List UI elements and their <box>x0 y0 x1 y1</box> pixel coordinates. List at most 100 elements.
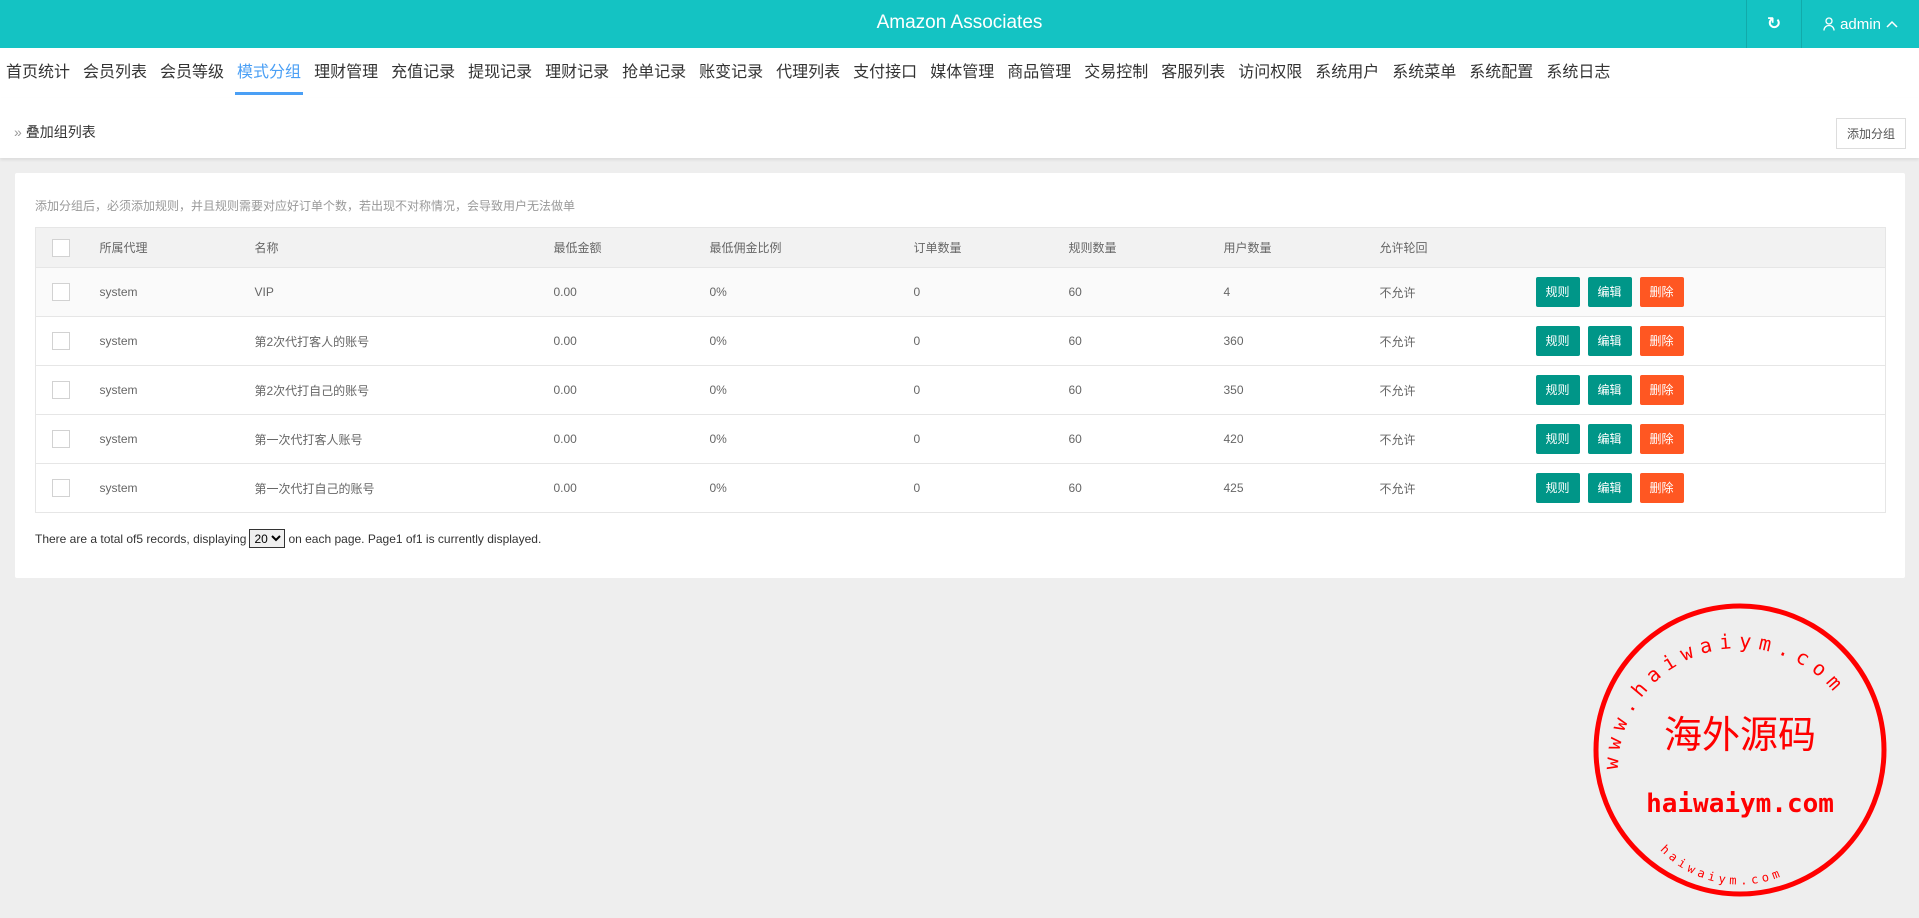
nav-item[interactable]: 系统菜单 <box>1392 64 1457 81</box>
table-row: system 第2次代打客人的账号 0.00 0% 0 60 360 不允许 规则 编辑 删除 <box>35 316 1886 366</box>
table-cell: 4 <box>1223 267 1380 317</box>
add-group-button[interactable]: 添加分组 <box>1836 118 1906 149</box>
nav-item[interactable]: 充值记录 <box>391 64 456 81</box>
nav-item[interactable]: 媒体管理 <box>930 64 995 81</box>
delete-button[interactable]: 删除 <box>1639 473 1684 503</box>
nav-item[interactable]: 系统配置 <box>1469 64 1534 81</box>
edit-button[interactable]: 编辑 <box>1587 326 1632 356</box>
nav-item[interactable]: 客服列表 <box>1161 64 1226 81</box>
table-cell: 第一次代打客人账号 <box>254 414 554 464</box>
row-checkbox[interactable] <box>52 381 70 399</box>
table-cell: 不允许 <box>1379 316 1536 366</box>
table-cell: system <box>99 414 255 464</box>
table-cell: system <box>99 267 255 317</box>
row-checkbox[interactable] <box>52 283 70 301</box>
edit-button[interactable]: 编辑 <box>1587 424 1632 454</box>
row-checkbox[interactable] <box>52 430 70 448</box>
refresh-button[interactable]: ↻ <box>1746 0 1802 48</box>
table-cell: 0.00 <box>553 365 710 415</box>
nav-item[interactable]: 模式分组 <box>235 48 304 98</box>
rules-button[interactable]: 规则 <box>1535 326 1580 356</box>
page-size-select[interactable]: 20 <box>249 529 286 548</box>
edit-button[interactable]: 编辑 <box>1587 375 1632 405</box>
table-cell: 不允许 <box>1379 365 1536 415</box>
row-checkbox[interactable] <box>52 479 70 497</box>
delete-button[interactable]: 删除 <box>1639 375 1684 405</box>
pagination-text-after: on each page. Page1 of1 is currently dis… <box>288 531 542 546</box>
delete-button[interactable]: 删除 <box>1639 424 1684 454</box>
nav-item[interactable]: 账变记录 <box>699 64 764 81</box>
rules-button[interactable]: 规则 <box>1535 473 1580 503</box>
table-cell: system <box>99 365 255 415</box>
breadcrumb-bar: » 叠加组列表 添加分组 <box>0 98 1919 158</box>
nav-item[interactable]: 首页统计 <box>6 64 71 81</box>
pagination-info: There are a total of5 records, displayin… <box>35 529 541 548</box>
table-row: system 第一次代打自己的账号 0.00 0% 0 60 425 不允许 规则 编辑 删除 <box>35 463 1886 513</box>
table-row: system 第一次代打客人账号 0.00 0% 0 60 420 不允许 规则 编辑 删除 <box>35 414 1886 464</box>
table-row: system VIP 0.00 0% 0 60 4 不允许 规则 编辑 删除 <box>35 267 1886 317</box>
nav-item[interactable]: 理财管理 <box>314 64 379 81</box>
table-cell: 0% <box>709 365 914 415</box>
table-row: system 第2次代打自己的账号 0.00 0% 0 60 350 不允许 规则 编辑 删除 <box>35 365 1886 415</box>
username: admin <box>1840 15 1881 33</box>
delete-button[interactable]: 删除 <box>1639 277 1684 307</box>
nav-item[interactable]: 代理列表 <box>776 64 841 81</box>
watermark-ring-top: www.haiwaiym.com <box>1599 629 1853 771</box>
table-cell: system <box>99 316 255 366</box>
rules-button[interactable]: 规则 <box>1535 424 1580 454</box>
nav-item[interactable]: 支付接口 <box>853 64 918 81</box>
nav-item[interactable]: 会员列表 <box>83 64 148 81</box>
table-cell: 第2次代打客人的账号 <box>254 316 554 366</box>
table-cell: 0.00 <box>553 414 710 464</box>
table-cell: 0% <box>709 267 914 317</box>
nav-item[interactable]: 系统日志 <box>1546 64 1611 81</box>
user-menu[interactable]: admin <box>1802 0 1919 48</box>
table-cell: 425 <box>1223 463 1380 513</box>
nav-item[interactable]: 系统用户 <box>1315 64 1380 81</box>
column-header: 允许轮回 <box>1379 227 1536 268</box>
column-header: 订单数量 <box>913 227 1069 268</box>
rules-button[interactable]: 规则 <box>1535 277 1580 307</box>
table-cell: 0 <box>913 316 1069 366</box>
app-title: Amazon Associates <box>876 12 1043 33</box>
column-header: 最低金额 <box>553 227 710 268</box>
row-checkbox[interactable] <box>52 332 70 350</box>
table-cell: 0% <box>709 463 914 513</box>
table-cell: 60 <box>1068 463 1224 513</box>
nav-item[interactable]: 访问权限 <box>1238 64 1303 81</box>
table-cell: 0 <box>913 463 1069 513</box>
edit-button[interactable]: 编辑 <box>1587 277 1632 307</box>
table-cell: 不允许 <box>1379 463 1536 513</box>
column-header: 用户数量 <box>1223 227 1380 268</box>
rules-button[interactable]: 规则 <box>1535 375 1580 405</box>
refresh-icon: ↻ <box>1766 14 1782 33</box>
table-cell: system <box>99 463 255 513</box>
table-cell: 350 <box>1223 365 1380 415</box>
table-cell: 420 <box>1223 414 1380 464</box>
table-cell: 60 <box>1068 414 1224 464</box>
nav-item[interactable]: 交易控制 <box>1084 64 1149 81</box>
table-cell: 不允许 <box>1379 267 1536 317</box>
table-cell: 60 <box>1068 365 1224 415</box>
nav-item[interactable]: 抢单记录 <box>622 64 687 81</box>
table-cell: 60 <box>1068 316 1224 366</box>
nav-item[interactable]: 理财记录 <box>545 64 610 81</box>
table-cell: 不允许 <box>1379 414 1536 464</box>
nav-item[interactable]: 会员等级 <box>160 64 225 81</box>
table-cell: 0 <box>913 267 1069 317</box>
notice-text: 添加分组后，必须添加规则，并且规则需要对应好订单个数，若出现不对称情况，会导致用… <box>35 199 576 213</box>
table-cell: 60 <box>1068 267 1224 317</box>
edit-button[interactable]: 编辑 <box>1587 473 1632 503</box>
column-header-actions <box>1535 227 1886 268</box>
table-cell: 0.00 <box>553 267 710 317</box>
breadcrumb: » 叠加组列表 <box>14 122 96 142</box>
delete-button[interactable]: 删除 <box>1639 326 1684 356</box>
select-all-checkbox[interactable] <box>52 238 70 257</box>
nav-item[interactable]: 商品管理 <box>1007 64 1072 81</box>
user-icon <box>1823 17 1835 31</box>
breadcrumb-arrow-icon: » <box>14 124 22 140</box>
watermark-domain: haiwaiym.com <box>1646 789 1834 819</box>
table-cell: 第2次代打自己的账号 <box>254 365 554 415</box>
nav-item[interactable]: 提现记录 <box>468 64 533 81</box>
column-header: 最低佣金比例 <box>709 227 914 268</box>
